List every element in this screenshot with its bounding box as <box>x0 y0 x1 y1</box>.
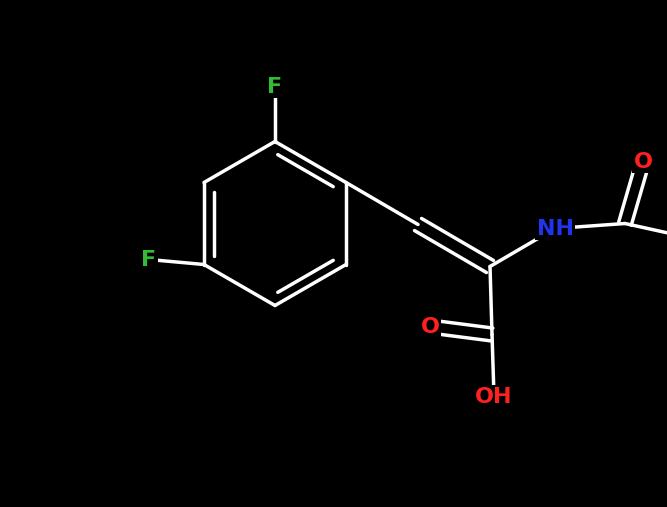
Text: NH: NH <box>536 219 574 238</box>
Text: OH: OH <box>476 386 513 407</box>
Text: O: O <box>420 316 440 337</box>
Text: F: F <box>267 77 283 96</box>
Text: F: F <box>141 249 157 270</box>
Text: O: O <box>634 152 652 171</box>
